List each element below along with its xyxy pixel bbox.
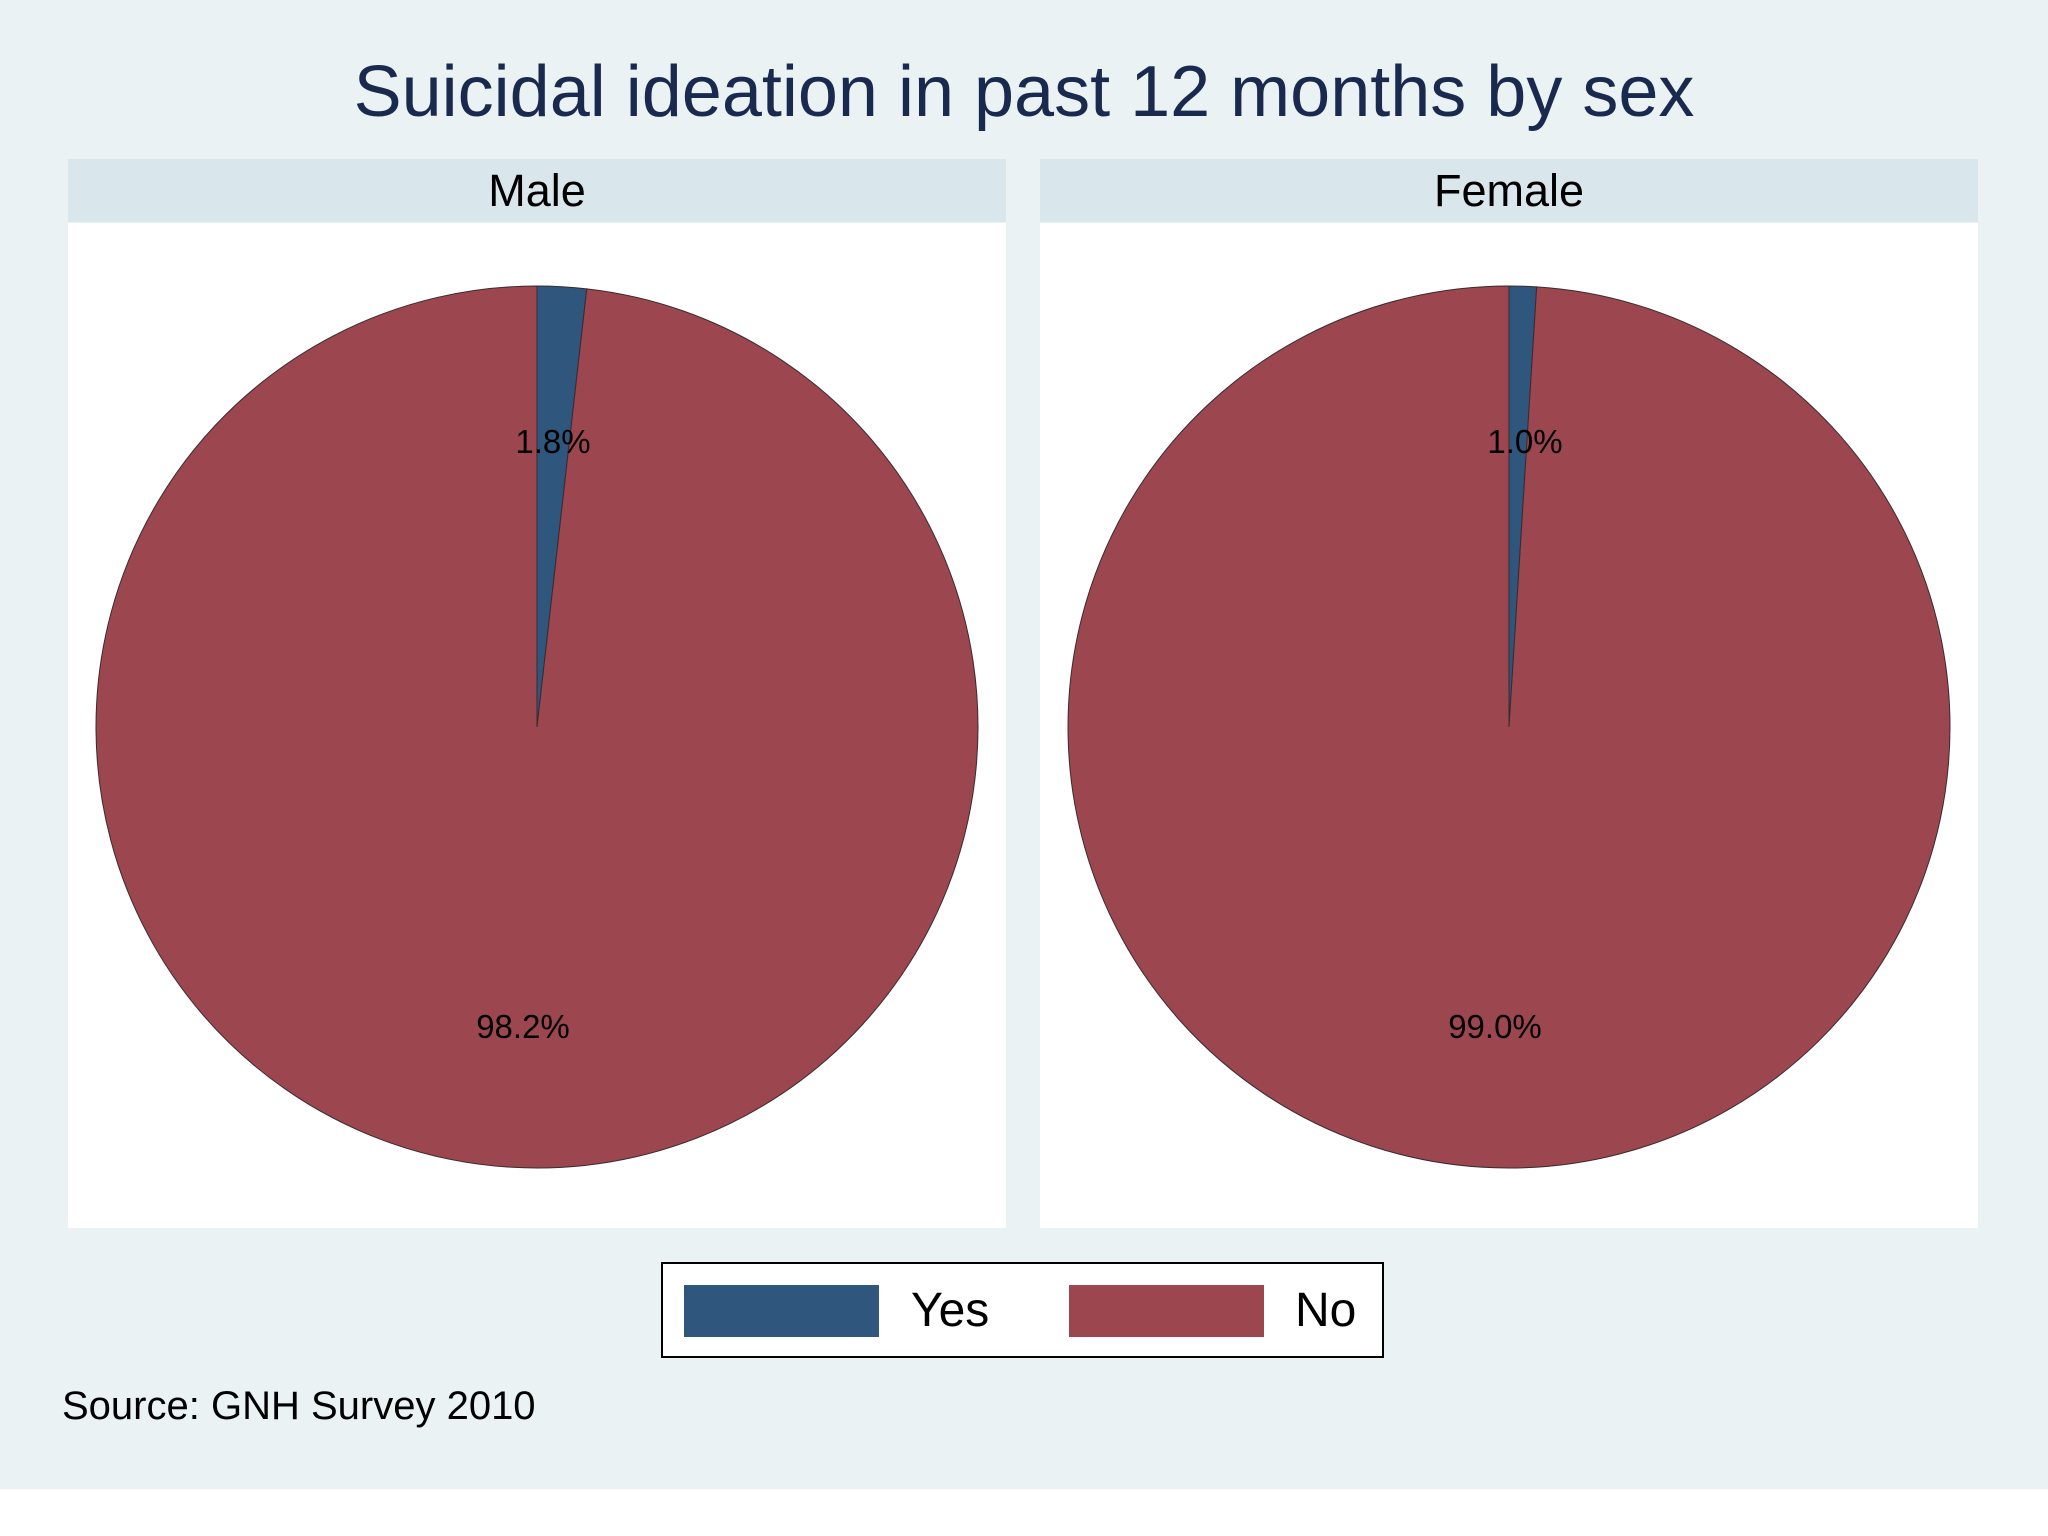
- legend-swatch-no: [1069, 1285, 1264, 1337]
- panel-plot-male: 1.8% 98.2%: [68, 223, 1006, 1228]
- pie-chart-male: 1.8% 98.2%: [95, 285, 979, 1169]
- source-note: Source: GNH Survey 2010: [62, 1384, 536, 1428]
- chart-title: Suicidal ideation in past 12 months by s…: [353, 52, 1695, 132]
- pie-label-no: 99.0%: [1448, 1008, 1542, 1045]
- legend-label-no: No: [1295, 1284, 1357, 1337]
- pie-label-yes: 1.8%: [515, 423, 590, 460]
- legend: Yes No: [661, 1262, 1384, 1358]
- panel-header-female: Female: [1040, 159, 1978, 222]
- pie-chart-female: 1.0% 99.0%: [1067, 285, 1951, 1169]
- panel-plot-female: 1.0% 99.0%: [1040, 223, 1978, 1228]
- panel-header-male: Male: [68, 159, 1006, 222]
- pie-slice-no: [95, 285, 979, 1169]
- pie-label-yes: 1.0%: [1487, 423, 1562, 460]
- legend-swatch-yes: [684, 1285, 879, 1337]
- pie-slice-no: [1067, 285, 1951, 1169]
- graph-region: Suicidal ideation in past 12 months by s…: [0, 0, 2048, 1489]
- legend-label-yes: Yes: [911, 1284, 990, 1337]
- pie-label-no: 98.2%: [476, 1008, 570, 1045]
